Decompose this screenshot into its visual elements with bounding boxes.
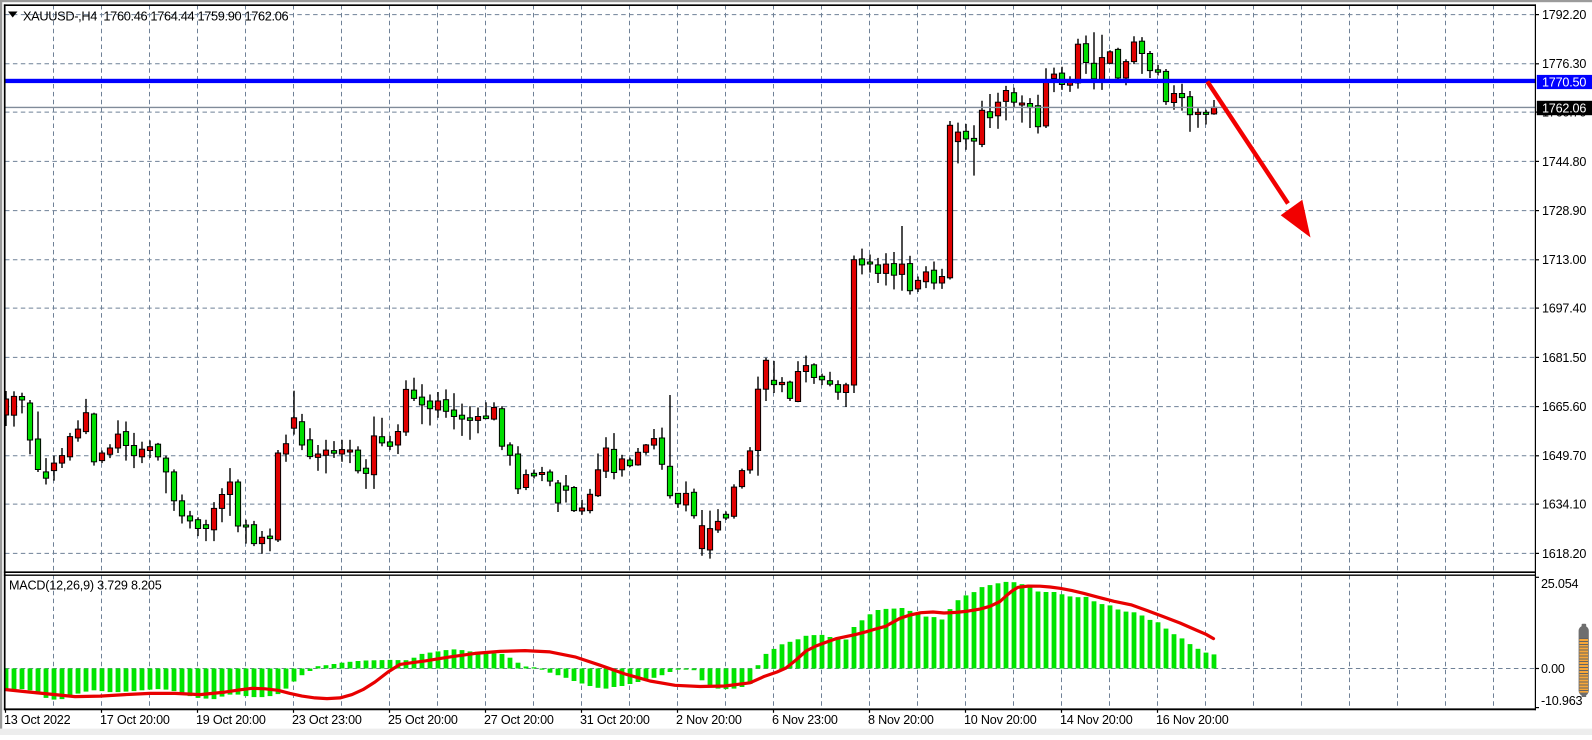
svg-text:1744.80: 1744.80 <box>1542 155 1586 169</box>
svg-text:-10.963: -10.963 <box>1541 694 1583 708</box>
svg-text:17 Oct 20:00: 17 Oct 20:00 <box>100 713 170 727</box>
svg-text:25 Oct 20:00: 25 Oct 20:00 <box>388 713 458 727</box>
svg-text:MACD(12,26,9) 3.729 8.205: MACD(12,26,9) 3.729 8.205 <box>9 579 162 593</box>
svg-text:1776.30: 1776.30 <box>1542 57 1586 71</box>
svg-text:25.054: 25.054 <box>1541 577 1579 591</box>
svg-text:1728.90: 1728.90 <box>1542 204 1586 218</box>
svg-text:14 Nov 20:00: 14 Nov 20:00 <box>1060 713 1133 727</box>
svg-text:16 Nov 20:00: 16 Nov 20:00 <box>1156 713 1229 727</box>
svg-text:1770.50: 1770.50 <box>1542 75 1586 89</box>
svg-text:0.00: 0.00 <box>1541 662 1565 676</box>
svg-text:1649.70: 1649.70 <box>1542 449 1586 463</box>
svg-text:1713.00: 1713.00 <box>1542 253 1586 267</box>
svg-text:10 Nov 20:00: 10 Nov 20:00 <box>964 713 1037 727</box>
svg-text:27 Oct 20:00: 27 Oct 20:00 <box>484 713 554 727</box>
svg-text:2 Nov 20:00: 2 Nov 20:00 <box>676 713 742 727</box>
svg-text:1665.60: 1665.60 <box>1542 400 1586 414</box>
svg-text:1634.10: 1634.10 <box>1542 498 1586 512</box>
svg-text:31 Oct 20:00: 31 Oct 20:00 <box>580 713 650 727</box>
svg-text:1681.50: 1681.50 <box>1542 351 1586 365</box>
svg-text:6 Nov 23:00: 6 Nov 23:00 <box>772 713 838 727</box>
svg-text:19 Oct 20:00: 19 Oct 20:00 <box>196 713 266 727</box>
svg-text:8 Nov 20:00: 8 Nov 20:00 <box>868 713 934 727</box>
svg-text:XAUUSD-,H4 1760.46 1764.44 17: XAUUSD-,H4 1760.46 1764.44 1759.90 1762.… <box>23 8 288 23</box>
svg-text:13 Oct 2022: 13 Oct 2022 <box>4 713 71 727</box>
svg-text:23 Oct 23:00: 23 Oct 23:00 <box>292 713 362 727</box>
svg-text:1618.20: 1618.20 <box>1542 547 1586 561</box>
svg-text:1697.40: 1697.40 <box>1542 302 1586 316</box>
svg-text:1792.20: 1792.20 <box>1542 8 1586 22</box>
svg-text:1762.06: 1762.06 <box>1542 101 1586 115</box>
